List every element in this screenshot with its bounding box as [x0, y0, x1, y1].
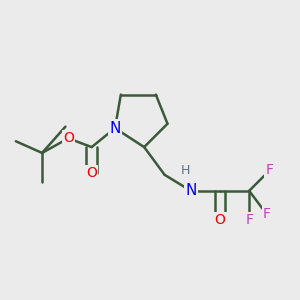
Text: F: F	[245, 213, 253, 227]
Text: N: N	[109, 121, 121, 136]
Text: N: N	[185, 183, 196, 198]
Text: O: O	[86, 166, 97, 180]
Text: O: O	[214, 213, 225, 227]
Text: H: H	[180, 164, 190, 177]
Text: F: F	[266, 164, 274, 177]
Text: O: O	[63, 131, 74, 145]
Text: F: F	[263, 207, 271, 221]
